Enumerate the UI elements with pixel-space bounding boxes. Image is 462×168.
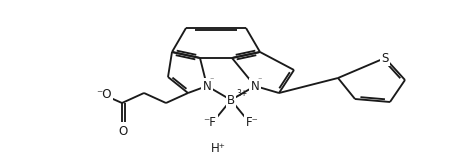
Text: ⁻F: ⁻F [204, 116, 216, 129]
Text: ⁻O: ⁻O [96, 89, 112, 101]
Text: N: N [250, 79, 259, 93]
Text: ⁻: ⁻ [258, 75, 262, 85]
Text: H⁺: H⁺ [211, 141, 225, 155]
Text: ⁻: ⁻ [210, 75, 214, 85]
Text: F⁻: F⁻ [246, 116, 258, 129]
Text: O: O [118, 125, 128, 138]
Text: N: N [203, 79, 212, 93]
Text: 3+: 3+ [236, 89, 247, 97]
Text: B: B [227, 94, 235, 107]
Text: S: S [381, 52, 389, 65]
